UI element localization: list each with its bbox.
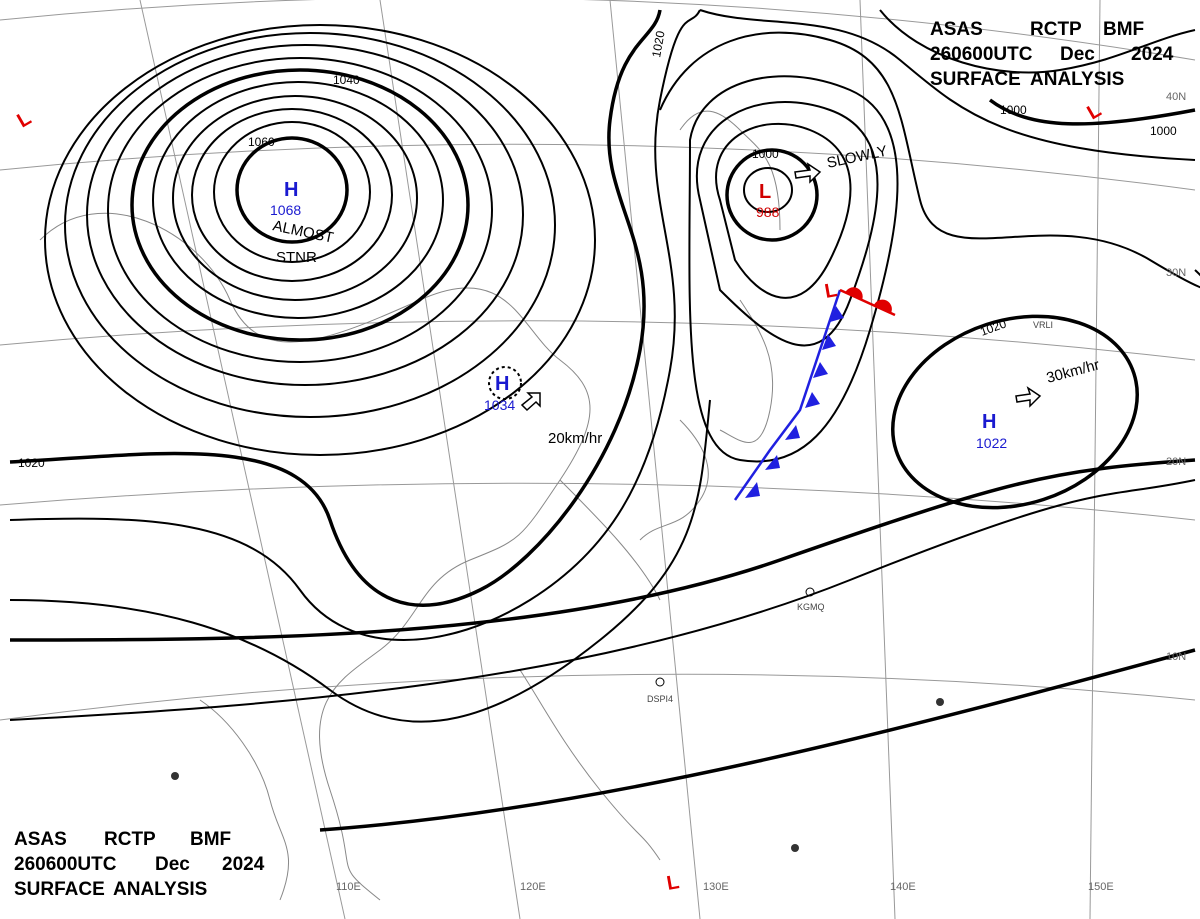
latitude-label: 10N <box>1166 651 1186 663</box>
fronts <box>733 287 896 501</box>
header-word: ANALYSIS <box>113 879 207 900</box>
header-top: ASAS RCTP BMF 260600UTC Dec 2024 SURFACE… <box>930 19 1174 90</box>
isobar-label: 1000 <box>752 147 779 161</box>
header-word: BMF <box>190 829 231 850</box>
center-type: H <box>982 411 996 433</box>
header-word: SURFACE <box>930 69 1021 90</box>
center-type: H <box>495 373 509 395</box>
header-word: 260600UTC <box>14 854 117 875</box>
isobar-label: 1000 <box>1150 124 1177 138</box>
center-type: L <box>759 181 771 203</box>
longitude-label: 120E <box>520 881 546 893</box>
header-word: RCTP <box>104 829 156 850</box>
longitude-label: 140E <box>890 881 916 893</box>
header-word: SURFACE <box>14 879 105 900</box>
center-pressure: 1022 <box>976 435 1007 451</box>
header-word: Dec <box>155 854 190 875</box>
latitude-label: 40N <box>1166 91 1186 103</box>
motion-text: STNR <box>276 249 317 266</box>
station-id: DSPI4 <box>647 694 673 704</box>
longitude-label: 130E <box>703 881 729 893</box>
header-word: ANALYSIS <box>1030 69 1124 90</box>
header-word: RCTP <box>1030 19 1082 40</box>
header-word: 2024 <box>222 854 265 875</box>
isobar-label: 1000 <box>1000 103 1027 117</box>
center-pressure: 1034 <box>484 397 515 413</box>
header-word: ASAS <box>14 829 67 850</box>
isobar-labels: 1040 1060 1020 1000 1020 1000 1000 1020 <box>18 29 1177 470</box>
coastlines <box>39 110 781 901</box>
low-mark: L <box>823 279 839 303</box>
center-pressure: 988 <box>756 204 780 220</box>
station-id: KGMQ <box>797 602 825 612</box>
longitude-label: 150E <box>1088 881 1114 893</box>
header-word: BMF <box>1103 19 1144 40</box>
isobar-label: 1060 <box>248 135 275 149</box>
grid-labels: 40N 30N 20N 10N 110E 120E 130E 140E 150E <box>336 91 1186 893</box>
isobars <box>9 9 1200 832</box>
center-type: H <box>284 179 298 201</box>
stations: KGMQ DSPI4 VRLI <box>171 320 1053 852</box>
longitude-label: 110E <box>336 881 361 893</box>
header-bottom: ASAS RCTP BMF 260600UTC Dec 2024 SURFACE… <box>14 829 265 900</box>
isobar-label: 1020 <box>649 29 667 58</box>
motion-arrows <box>520 162 1042 412</box>
latitude-label: 30N <box>1166 267 1186 279</box>
header-word: Dec <box>1060 44 1095 65</box>
header-word: 260600UTC <box>930 44 1033 65</box>
motion-text: 20km/hr <box>548 430 602 447</box>
isobar-label: 1040 <box>333 73 360 87</box>
pressure-centers: H 1068 L 988 H 1034 H 1022 <box>270 179 1007 451</box>
latitude-label: 20N <box>1166 456 1186 468</box>
isobar-label: 1020 <box>18 456 45 470</box>
center-pressure: 1068 <box>270 202 301 218</box>
low-mark: L <box>665 871 681 895</box>
header-word: 2024 <box>1131 44 1174 65</box>
station-id: VRLI <box>1033 320 1053 330</box>
header-word: ASAS <box>930 19 983 40</box>
